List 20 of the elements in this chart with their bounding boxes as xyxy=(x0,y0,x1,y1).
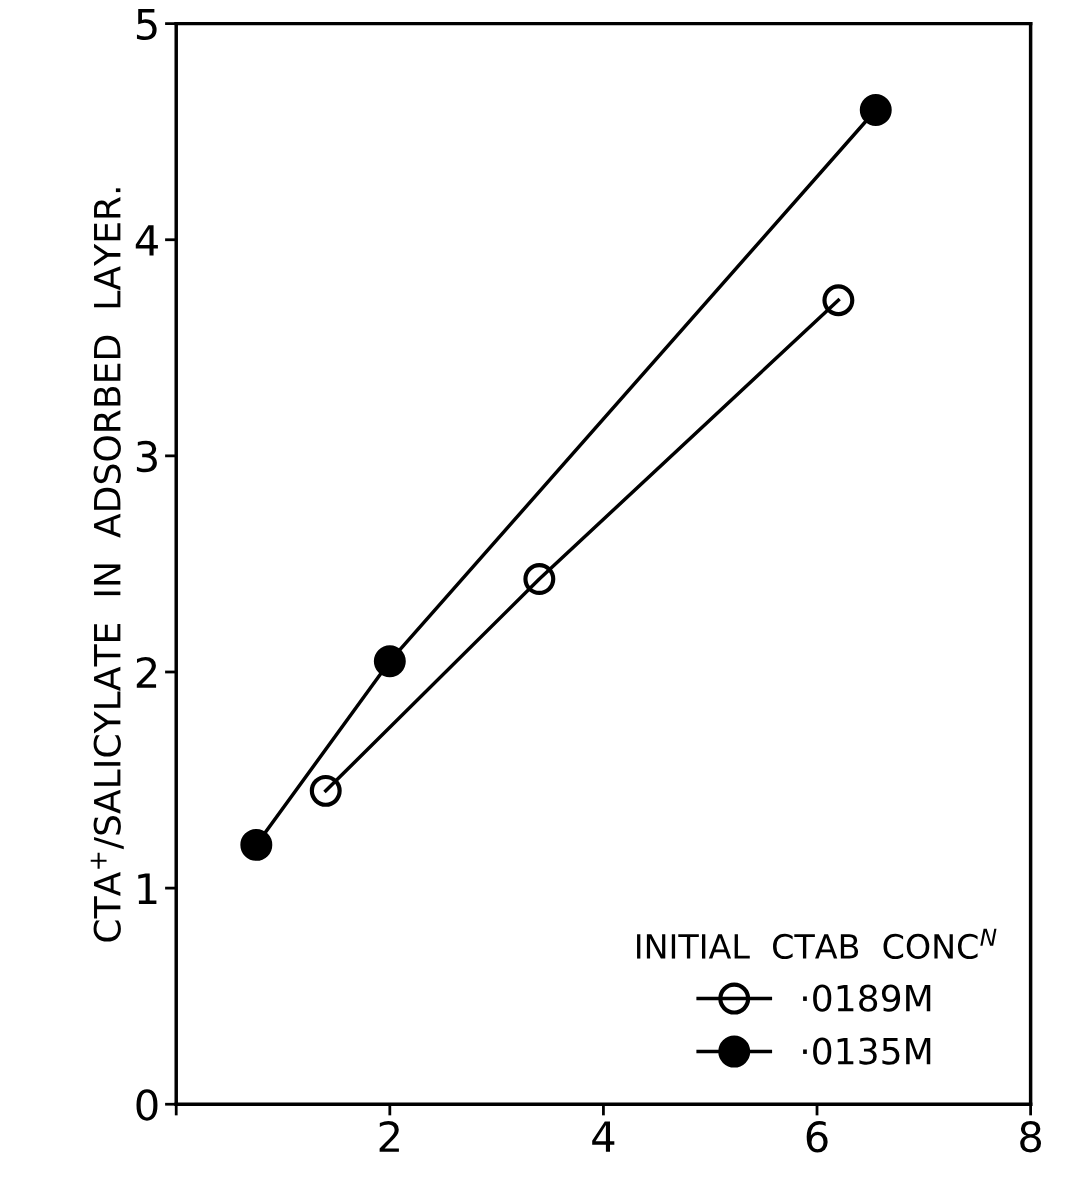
y-tick-label: 5 xyxy=(136,9,157,41)
y-tick-label: 4 xyxy=(135,225,158,256)
y-axis-title: CTA$^{+}$/SALICYLATE IN ADSORBED LAYER. xyxy=(90,188,124,942)
point xyxy=(822,284,855,317)
y-tick-label: 0 xyxy=(136,1089,158,1121)
x-tick-label: 2 xyxy=(379,1120,399,1152)
legend-label: ·0135M xyxy=(803,1037,931,1065)
point xyxy=(523,563,556,596)
point xyxy=(309,774,342,807)
x-tick-label: 8 xyxy=(1020,1120,1042,1153)
x-tick-label: 4 xyxy=(592,1121,615,1152)
point xyxy=(240,828,273,861)
legend-title: INITIAL CTAB CONC$^{N}$ xyxy=(637,928,997,960)
y-tick-label: 1 xyxy=(138,873,157,904)
x-tick-label: 6 xyxy=(806,1120,828,1153)
legend-label: ·0189M xyxy=(803,984,931,1012)
y-tick-label: 3 xyxy=(136,440,157,473)
y-tick-label: 2 xyxy=(136,656,157,688)
point xyxy=(859,94,892,127)
point xyxy=(373,645,406,678)
